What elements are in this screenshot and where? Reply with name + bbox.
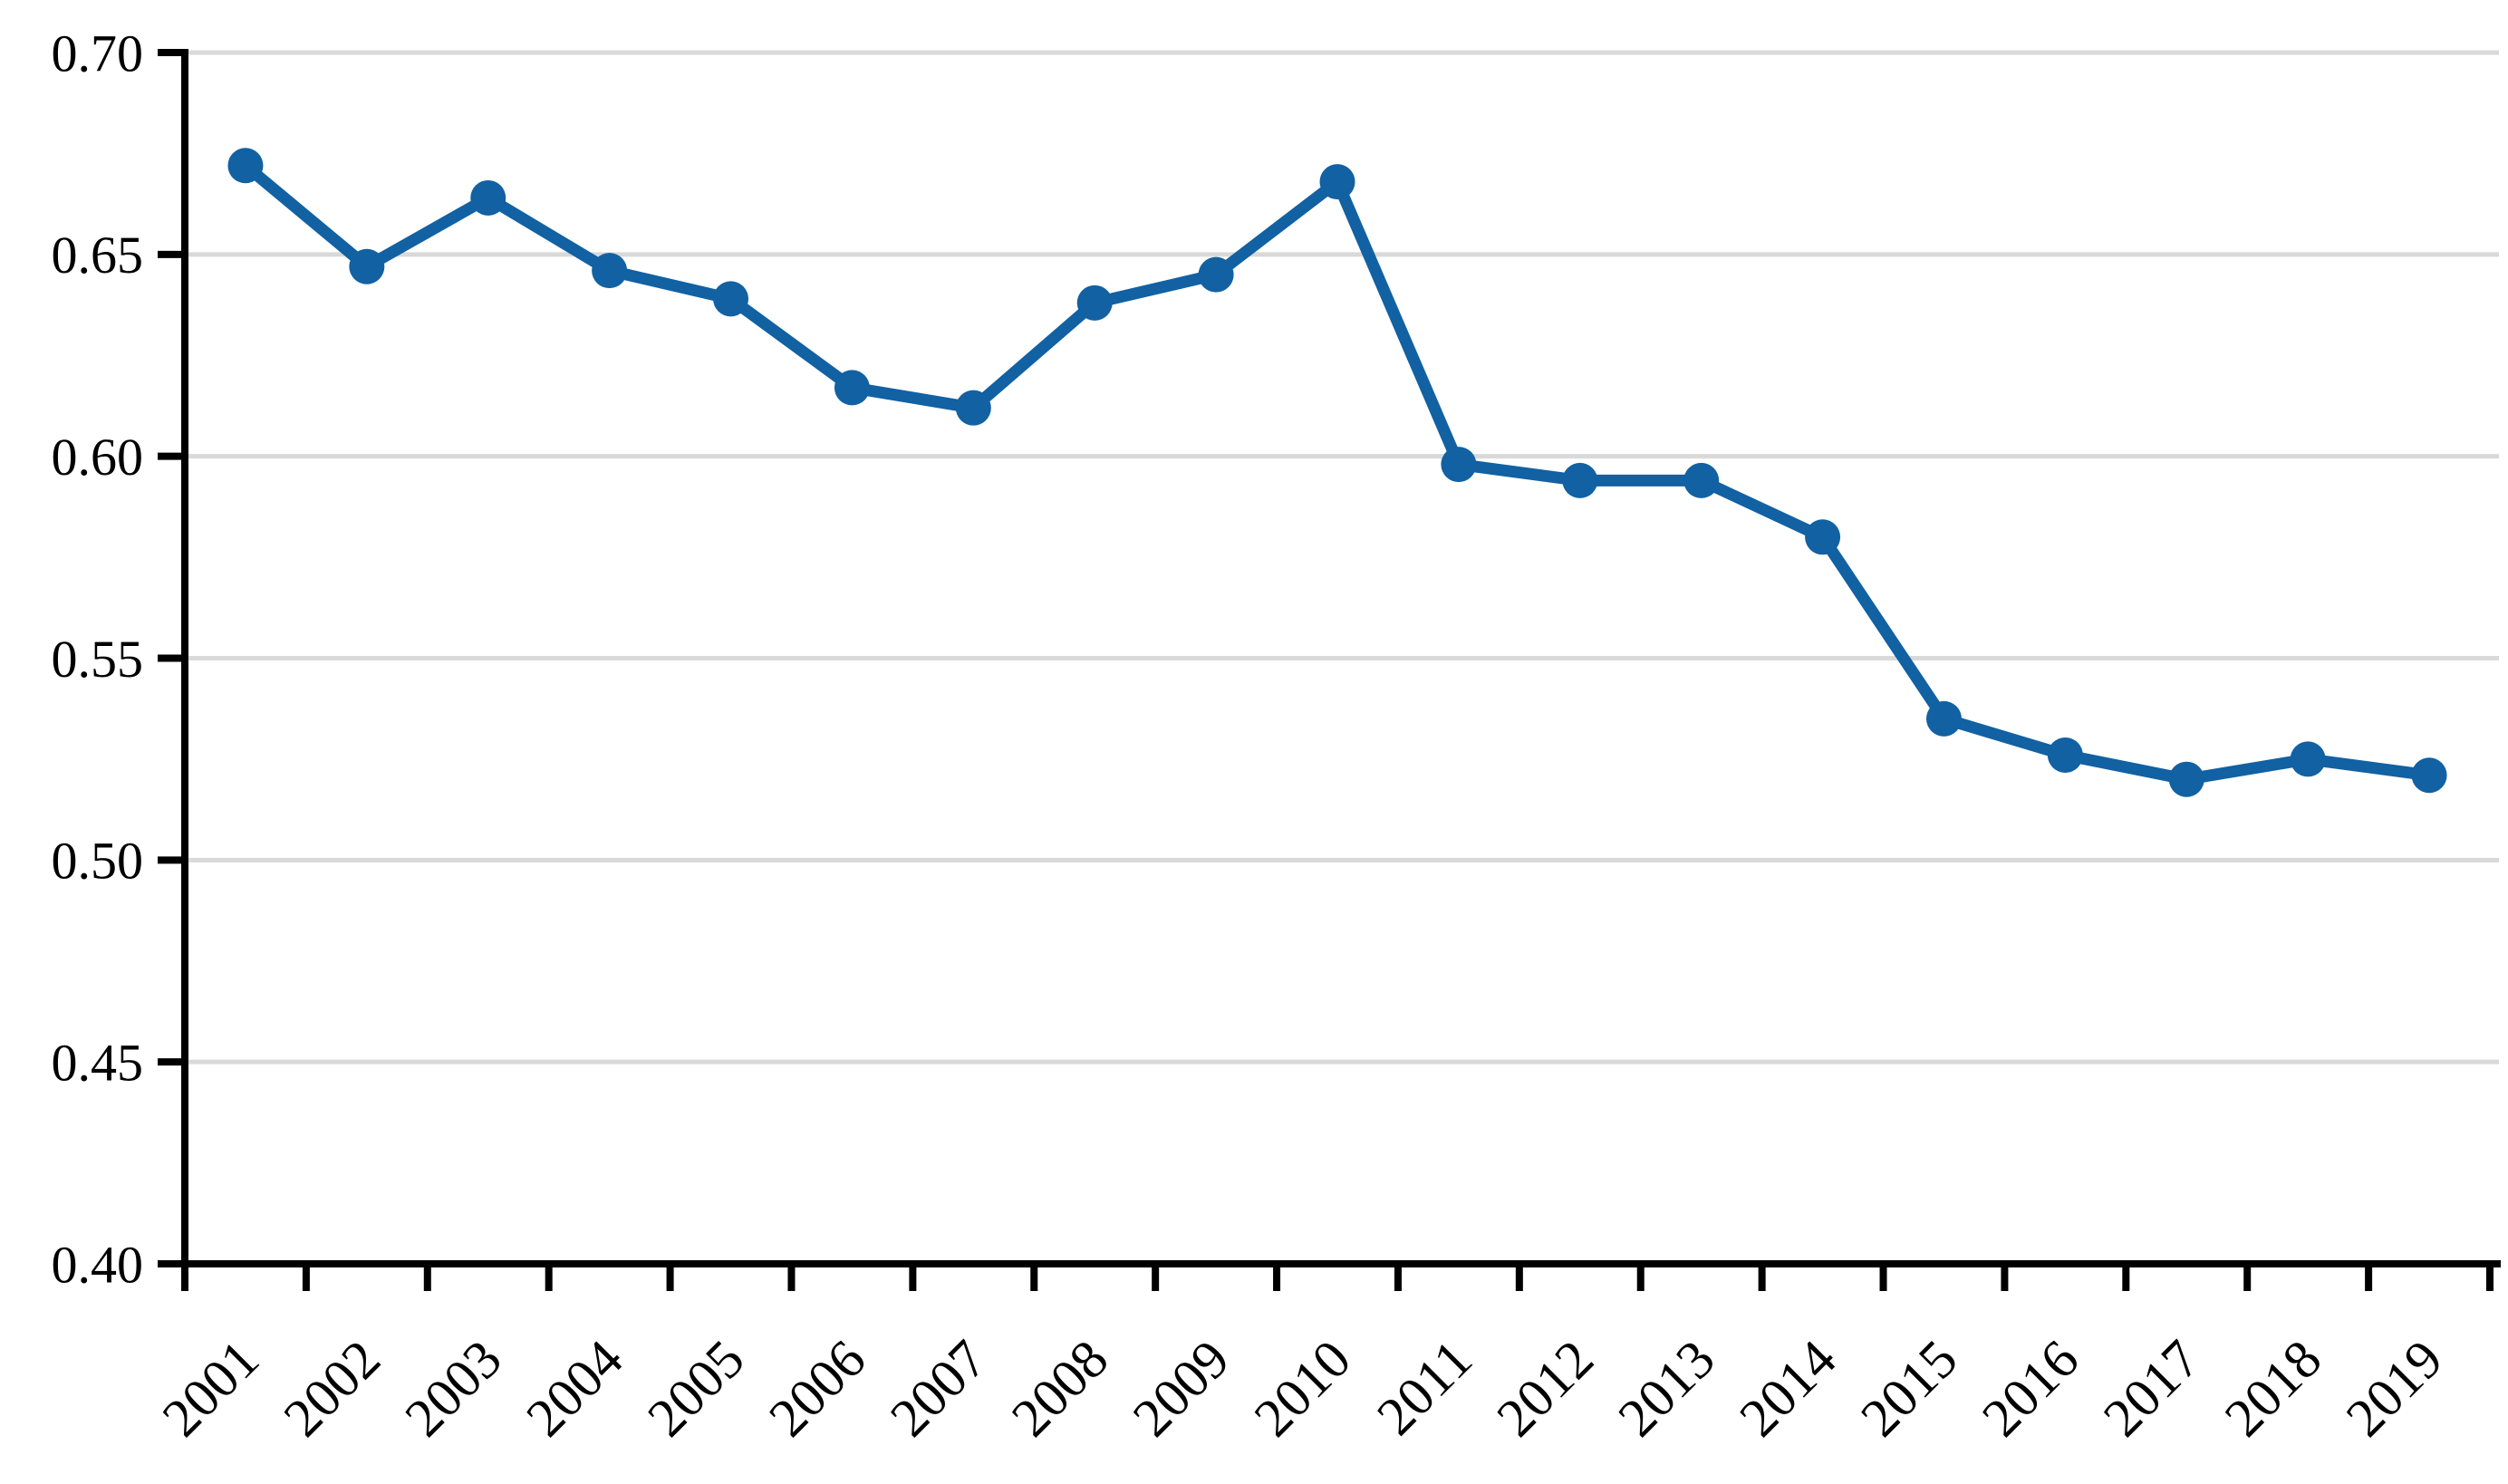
- data-point-marker: [227, 148, 264, 184]
- y-tick-label: 0.65: [52, 226, 144, 284]
- data-point-marker: [1319, 164, 1355, 200]
- data-point-marker: [2411, 757, 2447, 794]
- data-series-group: [227, 148, 2447, 797]
- data-point-marker: [470, 179, 506, 216]
- data-point-marker: [955, 390, 991, 426]
- y-tick-label: 0.45: [52, 1033, 144, 1092]
- x-tick-label: 2019: [2335, 1329, 2455, 1449]
- x-tick-label: 2012: [1485, 1329, 1605, 1449]
- x-tick-label: 2008: [1000, 1329, 1120, 1449]
- data-point-marker: [1805, 519, 1841, 555]
- data-line: [239, 159, 2436, 785]
- x-tick-label: 2007: [879, 1329, 998, 1449]
- data-point-marker: [2047, 737, 2083, 773]
- x-tick-label: 2005: [636, 1329, 756, 1449]
- x-tick-label: 2011: [1365, 1329, 1483, 1447]
- x-tick-labels-group: 2001 2002 2003 2004 2005 2006 2007 2008 2009 2010…: [151, 1329, 2455, 1449]
- x-tick-label: 2006: [757, 1329, 877, 1449]
- y-tick-labels-group: 0.40 0.45 0.50 0.55 0.60 0.65 0.70: [52, 24, 144, 1294]
- gridlines-group: [185, 50, 2499, 1065]
- x-tick-label: 2004: [515, 1329, 634, 1449]
- x-tick-label: 2015: [1849, 1329, 1969, 1449]
- data-point-marker: [1076, 284, 1113, 321]
- data-point-marker: [592, 253, 628, 289]
- x-tick-label: 2014: [1728, 1329, 1847, 1449]
- data-point-marker: [1198, 256, 1234, 293]
- x-tick-label: 2010: [1243, 1329, 1363, 1449]
- data-point-marker: [349, 248, 385, 284]
- y-tick-label: 0.40: [52, 1235, 144, 1294]
- y-tick-label: 0.55: [52, 630, 144, 689]
- y-tick-label: 0.60: [52, 428, 144, 487]
- data-point-marker: [1562, 462, 1598, 498]
- y-tick-label: 0.70: [52, 24, 144, 82]
- data-point-marker: [2290, 741, 2326, 777]
- data-point-marker: [713, 281, 749, 317]
- x-tick-label: 2002: [273, 1329, 392, 1449]
- data-point-marker: [1441, 447, 1477, 483]
- x-tick-label: 2009: [1122, 1329, 1241, 1449]
- data-point-marker: [834, 370, 870, 406]
- x-tick-label: 2016: [1971, 1329, 2090, 1449]
- y-tick-label: 0.50: [52, 832, 144, 891]
- data-point-marker: [2168, 761, 2204, 797]
- data-point-marker: [1925, 700, 1962, 737]
- data-point-marker: [1683, 462, 1720, 498]
- x-tick-label: 2003: [393, 1329, 513, 1449]
- axes-group: [158, 49, 2501, 1291]
- x-tick-label: 2001: [151, 1329, 271, 1449]
- x-tick-label: 2018: [2214, 1329, 2333, 1449]
- x-tick-label: 2013: [1606, 1329, 1726, 1449]
- x-tick-label: 2017: [2092, 1329, 2212, 1449]
